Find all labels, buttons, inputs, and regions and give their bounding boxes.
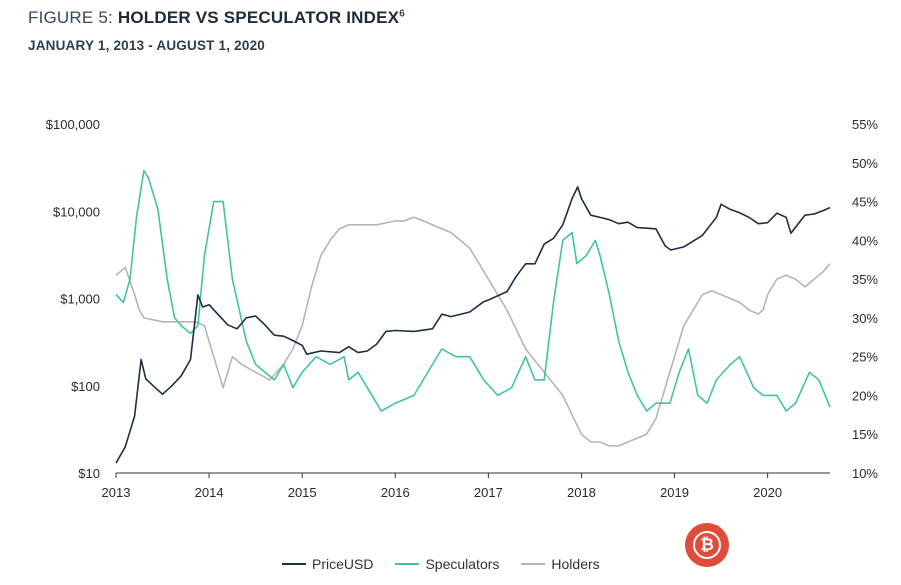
y-left-tick-label-4: $100,000 <box>46 117 100 132</box>
bitcoin-icon: ₿ <box>693 531 721 559</box>
x-tick-label-2019: 2019 <box>660 485 689 500</box>
legend-label-speculators: Speculators <box>425 556 500 572</box>
y-left-tick-label-0: $10 <box>78 466 100 481</box>
chart-subtitle: JANUARY 1, 2013 - AUGUST 1, 2020 <box>28 38 265 53</box>
x-axis-ticks: 2013 2014 2015 2016 2017 2018 2019 2020 <box>102 473 782 500</box>
legend-swatch-priceusd <box>282 563 306 565</box>
title-text: HOLDER VS SPECULATOR INDEX <box>117 8 400 27</box>
y-right-tick-label-6: 40% <box>852 233 878 248</box>
legend-item-holders: Holders <box>521 556 600 572</box>
x-tick-label-2014: 2014 <box>195 485 224 500</box>
chart-title: FIGURE 5: HOLDER VS SPECULATOR INDEX6 <box>28 8 405 28</box>
legend-label-holders: Holders <box>551 556 600 572</box>
y-right-tick-label-1: 15% <box>852 427 878 442</box>
y-right-tick-label-4: 30% <box>852 311 878 326</box>
bitcoin-logo: ₿ <box>685 523 729 567</box>
x-tick-label-2013: 2013 <box>102 485 131 500</box>
figure-prefix: FIGURE 5: <box>28 8 118 27</box>
y-right-tick-label-9: 55% <box>852 117 878 132</box>
legend-swatch-holders <box>521 563 546 565</box>
x-tick-label-2017: 2017 <box>474 485 503 500</box>
x-tick-label-2015: 2015 <box>288 485 317 500</box>
y-left-axis-ticks: $10 $100 $1,000 $10,000 $100,000 <box>46 117 100 481</box>
footnote-mark: 6 <box>399 8 405 20</box>
legend-swatch-speculators <box>395 563 420 565</box>
y-right-tick-label-5: 35% <box>852 272 878 287</box>
series-line-speculators <box>115 169 831 412</box>
y-left-tick-label-2: $1,000 <box>60 292 100 307</box>
legend-item-speculators: Speculators <box>395 556 499 572</box>
y-right-tick-label-3: 25% <box>852 350 878 365</box>
y-right-tick-label-7: 45% <box>852 195 878 210</box>
series-line-holders <box>115 216 831 447</box>
y-right-axis-ticks: 10% 15% 20% 25% 30% 35% 40% 45% 50% 55% <box>852 117 878 481</box>
series-line-priceusd <box>115 186 831 464</box>
legend-item-priceusd: PriceUSD <box>282 556 373 572</box>
y-right-tick-label-2: 20% <box>852 388 878 403</box>
x-tick-label-2020: 2020 <box>753 485 782 500</box>
series-layer <box>115 169 831 464</box>
x-tick-label-2016: 2016 <box>381 485 410 500</box>
legend-label-priceusd: PriceUSD <box>312 556 374 572</box>
y-left-tick-label-3: $10,000 <box>53 204 100 219</box>
y-right-tick-label-8: 50% <box>852 156 878 171</box>
x-tick-label-2018: 2018 <box>567 485 596 500</box>
y-right-tick-label-0: 10% <box>852 466 878 481</box>
y-left-tick-label-1: $100 <box>71 379 100 394</box>
chart-legend: PriceUSD Speculators Holders <box>282 556 600 572</box>
